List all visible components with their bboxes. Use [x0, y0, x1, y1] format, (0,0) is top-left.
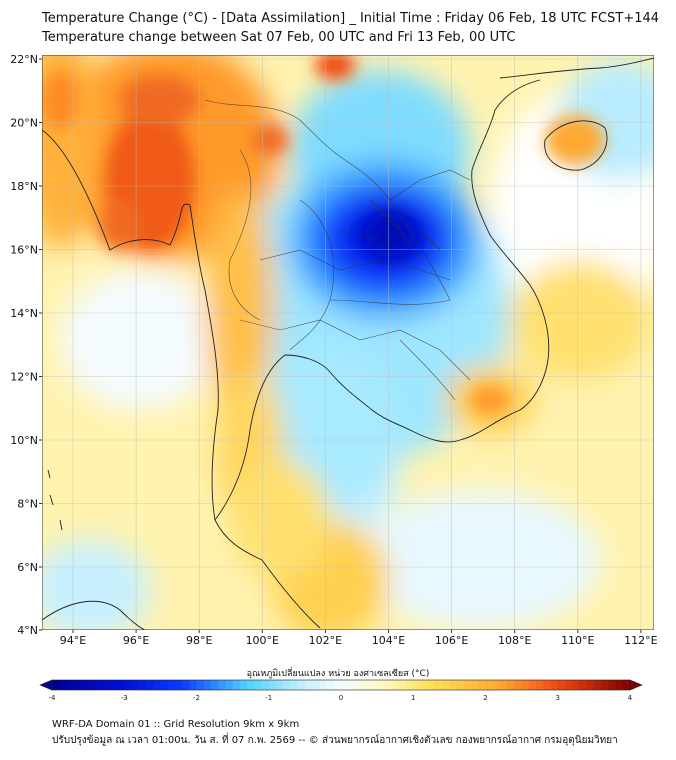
temperature-field — [42, 55, 654, 630]
longitude-axis: 94°E 96°E 98°E 100°E 102°E 104°E 106°E 108°E 110… — [60, 630, 658, 647]
lat-label: 4°N — [17, 624, 38, 637]
lon-label: 110°E — [561, 634, 594, 647]
footer-credit: ปรับปรุงข้อมูล ณ เวลา 01:00น. วัน ส. ที่… — [52, 735, 618, 746]
lat-label: 12°N — [10, 371, 38, 384]
lat-label: 20°N — [10, 117, 38, 130]
lat-label: 6°N — [17, 561, 38, 574]
map-subtitle: Temperature change between Sat 07 Feb, 0… — [42, 30, 516, 45]
lon-label: 108°E — [498, 634, 531, 647]
colorbar-tick-label: 0 — [339, 694, 343, 702]
lat-label: 16°N — [10, 244, 38, 257]
lon-label: 94°E — [60, 634, 86, 647]
lon-label: 100°E — [246, 634, 279, 647]
lat-label: 8°N — [17, 498, 38, 511]
lat-label: 18°N — [10, 180, 38, 193]
latitude-axis: 22°N 20°N 18°N 16°N 14°N 12°N 10°N 8°N 6°N 4°N — [10, 53, 42, 637]
colorbar-tick-label: -1 — [265, 694, 272, 702]
colorbar-label: อุณหภูมิเปลี่ยนแปลง หน่วย องศาเซลเซียส (… — [246, 669, 430, 679]
lat-label: 10°N — [10, 434, 38, 447]
colorbar-tick-label: 4 — [628, 694, 633, 702]
borders — [204, 99, 471, 401]
colorbar-tick-label: 3 — [556, 694, 560, 702]
colorbar-tick-label: -2 — [193, 694, 200, 702]
lon-label: 104°E — [372, 634, 405, 647]
lat-label: 22°N — [10, 53, 38, 66]
lon-label: 98°E — [186, 634, 212, 647]
footer-model-info: WRF-DA Domain 01 :: Grid Resolution 9km … — [52, 719, 300, 730]
colorbar-tick-label: 2 — [483, 694, 487, 702]
lon-label: 106°E — [435, 634, 468, 647]
colorbar-max-extend — [629, 679, 643, 691]
lon-label: 112°E — [624, 634, 657, 647]
lon-label: 96°E — [123, 634, 149, 647]
colorbar-tick-label: -4 — [49, 694, 57, 702]
colorbar: -4 -3 -2 -1 0 1 2 3 4 — [39, 679, 643, 702]
colorbar-tick-label: -3 — [121, 694, 128, 702]
lat-label: 14°N — [10, 307, 38, 320]
lon-label: 102°E — [309, 634, 342, 647]
map-title: Temperature Change (°C) - [Data Assimila… — [42, 11, 660, 26]
colorbar-tick-label: 1 — [411, 694, 415, 702]
colorbar-min-extend — [39, 679, 53, 691]
coastlines — [42, 57, 654, 630]
